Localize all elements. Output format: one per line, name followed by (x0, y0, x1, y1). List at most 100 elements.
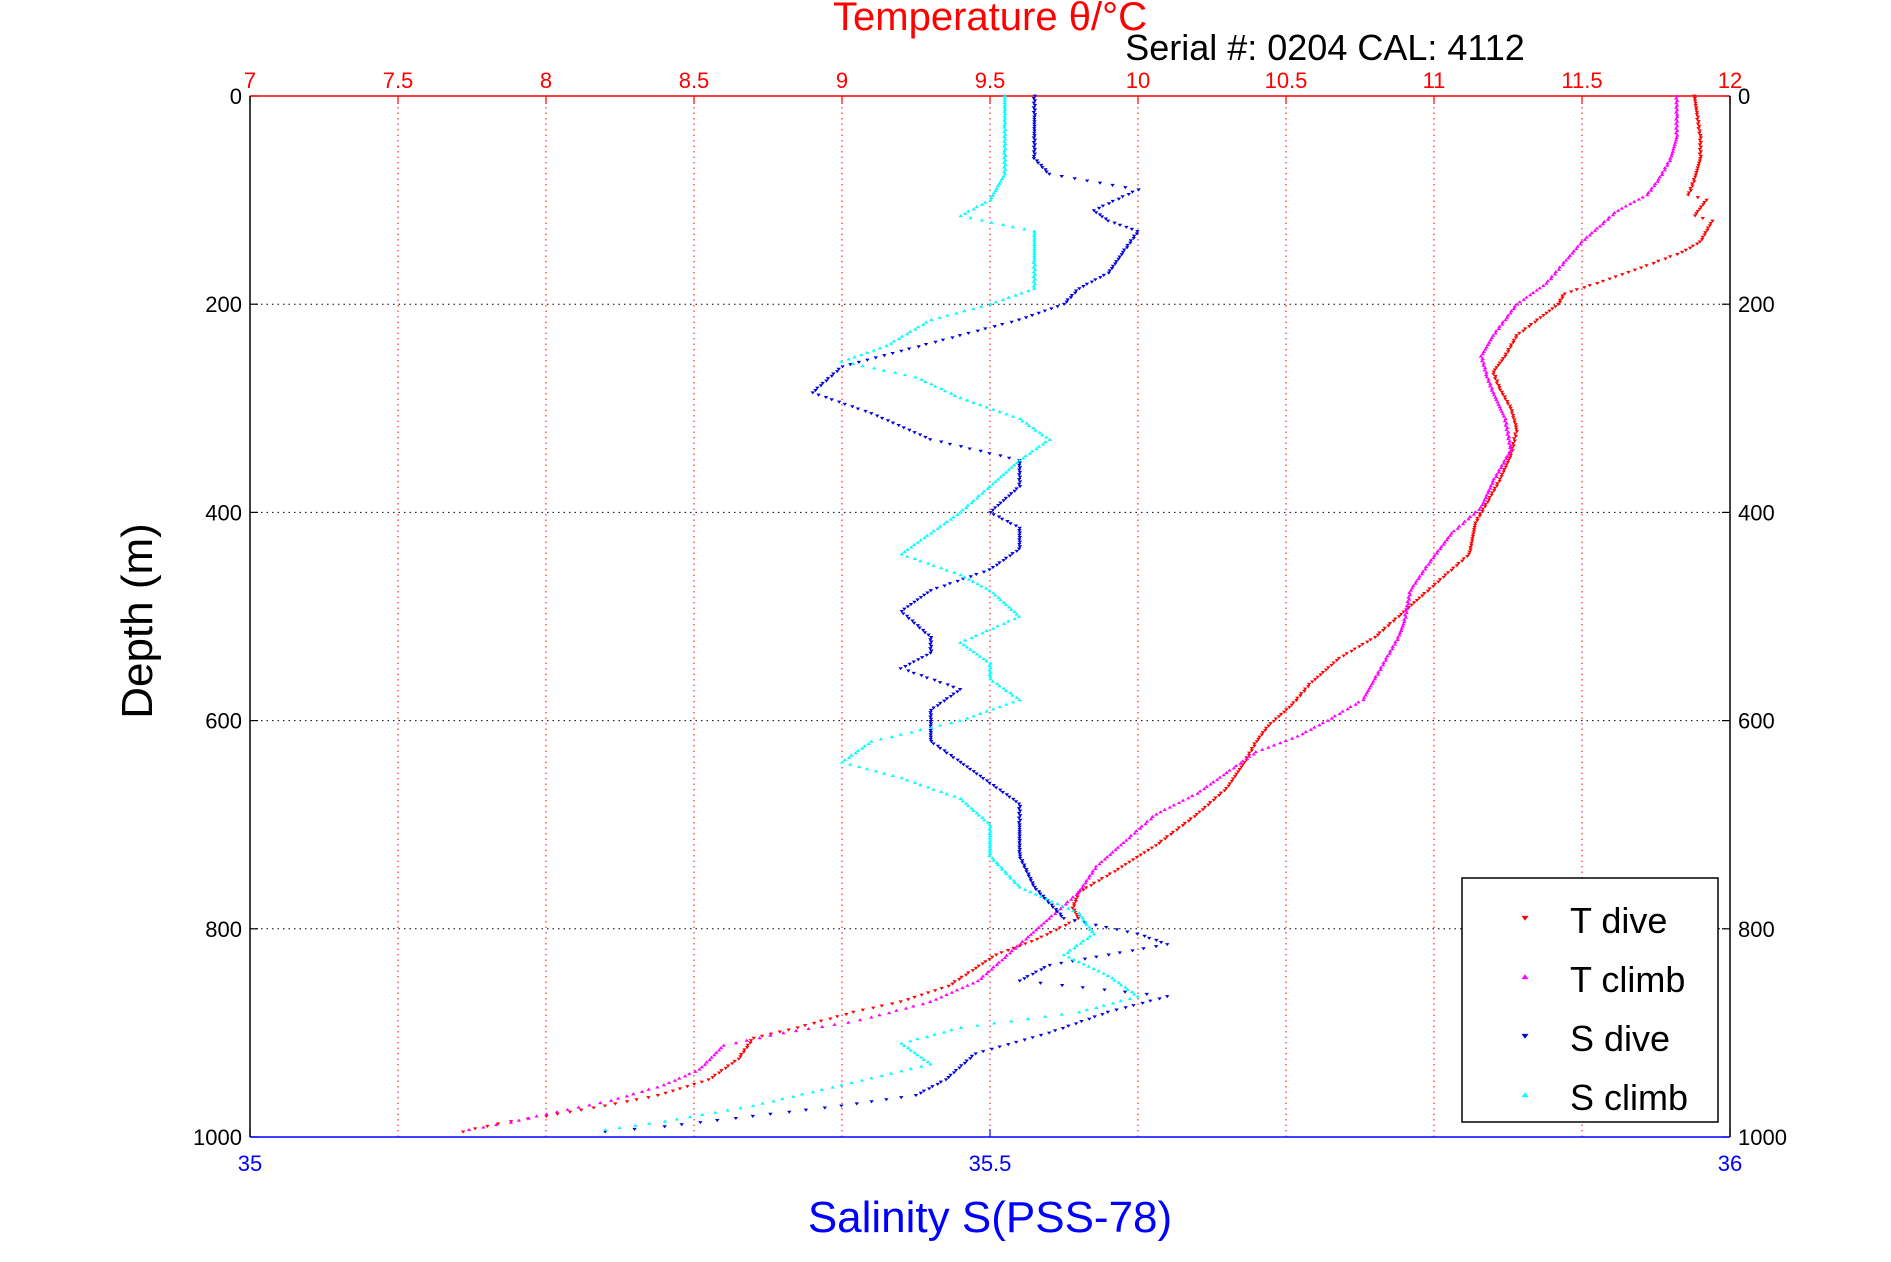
data-point (1332, 714, 1338, 718)
data-point (1208, 801, 1213, 805)
data-point (898, 1000, 903, 1004)
data-point (1054, 928, 1059, 932)
data-point (1478, 505, 1483, 509)
data-point (928, 722, 934, 726)
data-point (1247, 751, 1252, 755)
data-point (1047, 172, 1052, 176)
data-point (795, 1026, 800, 1030)
data-point (1674, 103, 1680, 107)
data-point (1497, 405, 1502, 409)
data-point (939, 386, 944, 390)
data-point (1484, 345, 1489, 349)
temp-tick-label: 10.5 (1265, 68, 1308, 93)
data-point (925, 1060, 931, 1064)
data-point (1492, 486, 1497, 490)
data-point (1673, 126, 1679, 130)
data-point (1503, 465, 1509, 469)
data-point (990, 591, 996, 595)
data-point (1623, 204, 1629, 208)
plot-axes (249, 95, 1731, 1138)
data-point (1632, 199, 1637, 203)
data-point (1692, 99, 1698, 103)
data-point (1017, 468, 1022, 472)
data-point (918, 783, 923, 787)
data-point (1669, 152, 1675, 156)
data-point (1361, 698, 1366, 702)
data-point (1032, 277, 1038, 281)
data-point (1197, 810, 1202, 814)
data-point (1032, 251, 1037, 255)
data-point (1698, 205, 1704, 209)
data-point (1620, 273, 1625, 277)
data-point (1484, 370, 1489, 374)
data-point (1017, 542, 1022, 546)
data-point (1481, 349, 1487, 353)
data-point (919, 656, 925, 660)
data-point (1026, 874, 1031, 878)
data-point (960, 986, 965, 990)
data-point (1002, 118, 1007, 122)
temp-tick-label: 9.5 (975, 68, 1006, 93)
data-point (787, 1110, 792, 1114)
data-point (1589, 231, 1595, 235)
data-point (989, 955, 995, 959)
data-point (928, 728, 933, 733)
data-point (1385, 654, 1390, 658)
data-point (902, 549, 907, 554)
data-point (1017, 854, 1023, 858)
data-point (859, 746, 865, 750)
data-point (932, 678, 937, 682)
data-point (818, 1019, 824, 1023)
data-point (1560, 296, 1565, 300)
data-point (1105, 219, 1111, 223)
data-point (1487, 384, 1493, 388)
data-point (1002, 114, 1007, 118)
data-point (938, 524, 943, 528)
data-point (1674, 101, 1679, 105)
data-point (1032, 267, 1038, 271)
data-point (751, 1036, 756, 1040)
data-point (968, 575, 974, 579)
data-point (819, 1024, 825, 1028)
data-point (1032, 254, 1037, 258)
data-point (1044, 435, 1049, 439)
data-point (1180, 824, 1186, 828)
data-point (904, 614, 910, 618)
data-point (1017, 485, 1023, 489)
data-point (1125, 243, 1130, 247)
data-point (869, 1076, 874, 1080)
data-point (979, 976, 984, 980)
data-point (964, 398, 970, 402)
data-point (1005, 949, 1011, 953)
data-point (993, 786, 999, 790)
data-point (856, 360, 862, 364)
data-point (1443, 573, 1448, 577)
data-point (1026, 423, 1032, 427)
data-point (855, 748, 861, 752)
data-point (1488, 338, 1493, 342)
data-point (921, 322, 926, 326)
data-point (928, 438, 933, 442)
data-point (1107, 872, 1112, 876)
data-point (1042, 1014, 1048, 1018)
data-point (1003, 688, 1009, 692)
data-point (988, 829, 993, 833)
data-point (554, 1110, 560, 1114)
data-point (905, 998, 911, 1002)
data-point (987, 840, 992, 844)
data-point (1494, 381, 1500, 385)
data-point (712, 1053, 717, 1057)
data-point (1012, 880, 1017, 885)
data-point (916, 658, 921, 662)
data-point (1117, 951, 1123, 955)
data-point (1696, 120, 1701, 124)
data-point (1552, 272, 1558, 276)
data-point (1032, 131, 1037, 135)
data-point (1675, 119, 1680, 123)
data-point (1054, 910, 1060, 914)
data-point (1017, 473, 1022, 477)
data-point (1395, 635, 1401, 639)
data-point (1097, 213, 1103, 217)
data-point (1364, 691, 1370, 695)
data-point (996, 595, 1001, 599)
